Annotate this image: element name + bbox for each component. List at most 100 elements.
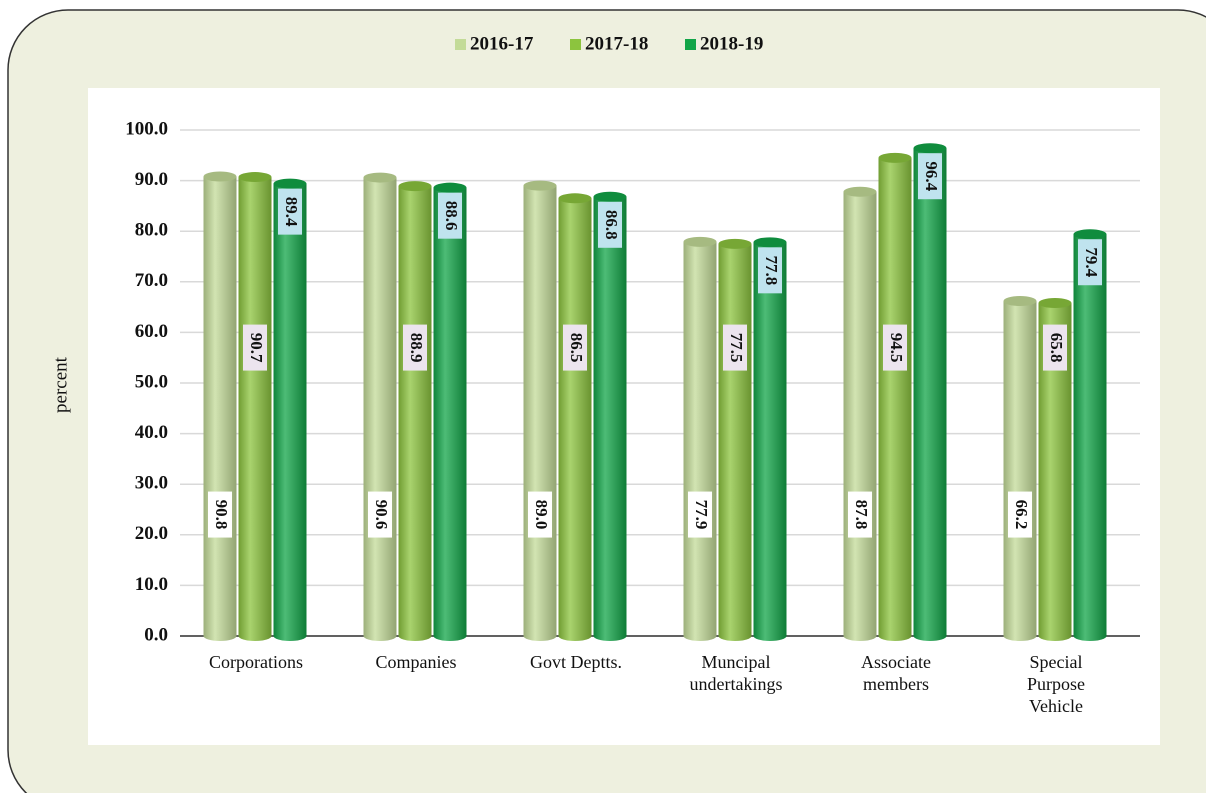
x-tick-label: Companies xyxy=(376,652,457,672)
y-axis-label: percent xyxy=(50,356,71,413)
legend-swatch xyxy=(455,39,466,50)
y-tick-label: 60.0 xyxy=(135,321,168,342)
data-label: 66.2 xyxy=(1012,500,1031,530)
data-label-box xyxy=(1008,491,1032,538)
data-label-box xyxy=(1043,324,1067,371)
bar-body xyxy=(753,242,787,642)
bar xyxy=(718,238,752,642)
data-label: 88.6 xyxy=(442,201,461,231)
legend-swatch xyxy=(570,39,581,50)
y-tick-label: 10.0 xyxy=(135,574,168,595)
bar xyxy=(683,236,717,642)
x-tick-label: undertakings xyxy=(690,674,783,694)
data-label: 86.8 xyxy=(602,210,621,240)
x-tick-label: Purpose xyxy=(1027,674,1085,694)
bar-body xyxy=(593,196,627,642)
bar-top xyxy=(1003,296,1037,307)
data-label-box xyxy=(688,491,712,538)
bar xyxy=(363,172,397,642)
bar-top xyxy=(238,172,272,183)
data-label: 77.8 xyxy=(762,255,781,285)
bar-top xyxy=(523,180,557,191)
bar-body xyxy=(558,198,592,642)
bar-body xyxy=(273,183,307,642)
data-label: 65.8 xyxy=(1047,333,1066,363)
data-label: 89.4 xyxy=(282,197,301,227)
bar xyxy=(753,237,787,642)
x-tick-label: Govt Deptts. xyxy=(530,652,622,672)
data-label: 88.9 xyxy=(407,333,426,363)
bar-top xyxy=(913,143,947,154)
bar-top xyxy=(273,178,307,189)
bar-top xyxy=(683,236,717,247)
y-tick-label: 100.0 xyxy=(125,118,168,139)
data-label-box xyxy=(758,247,782,294)
y-tick-label: 50.0 xyxy=(135,371,168,392)
bar-body xyxy=(238,177,272,642)
bar-body xyxy=(718,243,752,642)
bar xyxy=(593,191,627,642)
y-tick-label: 40.0 xyxy=(135,422,168,443)
data-label-box xyxy=(403,324,427,371)
data-label-box xyxy=(1078,239,1102,286)
x-tick-label: members xyxy=(863,674,929,694)
bar-top xyxy=(593,191,627,202)
bar xyxy=(913,143,947,642)
bar-top xyxy=(1073,229,1107,240)
bar-body xyxy=(523,185,557,641)
data-label-box xyxy=(528,491,552,538)
bar-top xyxy=(558,193,592,204)
bar-body xyxy=(433,187,467,642)
data-label-box xyxy=(723,324,747,371)
bar xyxy=(523,180,557,641)
y-tick-label: 80.0 xyxy=(135,220,168,241)
data-label: 90.6 xyxy=(372,500,391,530)
data-label-box xyxy=(278,188,302,235)
bar-body xyxy=(1038,303,1072,641)
data-label: 86.5 xyxy=(567,333,586,363)
data-label: 90.8 xyxy=(212,500,231,530)
bar xyxy=(558,193,592,642)
y-tick-label: 30.0 xyxy=(135,473,168,494)
data-label: 77.9 xyxy=(692,500,711,530)
data-label-box xyxy=(438,192,462,239)
data-label: 96.4 xyxy=(922,161,941,191)
data-label: 77.5 xyxy=(727,333,746,363)
data-label-box xyxy=(243,324,267,371)
bar-body xyxy=(913,148,947,642)
bar-body xyxy=(363,177,397,642)
legend-label: 2018-19 xyxy=(700,33,763,54)
bar-body xyxy=(878,157,912,642)
y-tick-label: 90.0 xyxy=(135,169,168,190)
data-label-box xyxy=(208,491,232,538)
legend-label: 2017-18 xyxy=(585,33,648,54)
bar-top xyxy=(363,172,397,183)
data-label: 90.7 xyxy=(247,333,266,363)
bar-top xyxy=(203,171,237,182)
x-tick-label: Corporations xyxy=(209,652,303,672)
data-label-box xyxy=(848,491,872,538)
legend-swatch xyxy=(685,39,696,50)
bar xyxy=(433,182,467,642)
bar xyxy=(203,171,237,642)
x-tick-label: Vehicle xyxy=(1029,696,1083,716)
x-tick-label: Associate xyxy=(861,652,931,672)
bar-body xyxy=(843,191,877,642)
bar-top xyxy=(843,186,877,197)
data-label-box xyxy=(883,324,907,371)
bar xyxy=(1003,296,1037,642)
x-tick-label: Muncipal xyxy=(702,652,771,672)
bar xyxy=(238,172,272,642)
bar xyxy=(398,181,432,642)
bar xyxy=(843,186,877,642)
bar-body xyxy=(203,176,237,642)
bar xyxy=(273,178,307,642)
bar xyxy=(1073,229,1107,642)
data-label: 87.8 xyxy=(852,500,871,530)
bar-body xyxy=(1003,301,1037,642)
bar xyxy=(1038,298,1072,641)
data-label-box xyxy=(563,324,587,371)
x-tick-label: Special xyxy=(1030,652,1083,672)
data-label: 94.5 xyxy=(887,333,906,363)
